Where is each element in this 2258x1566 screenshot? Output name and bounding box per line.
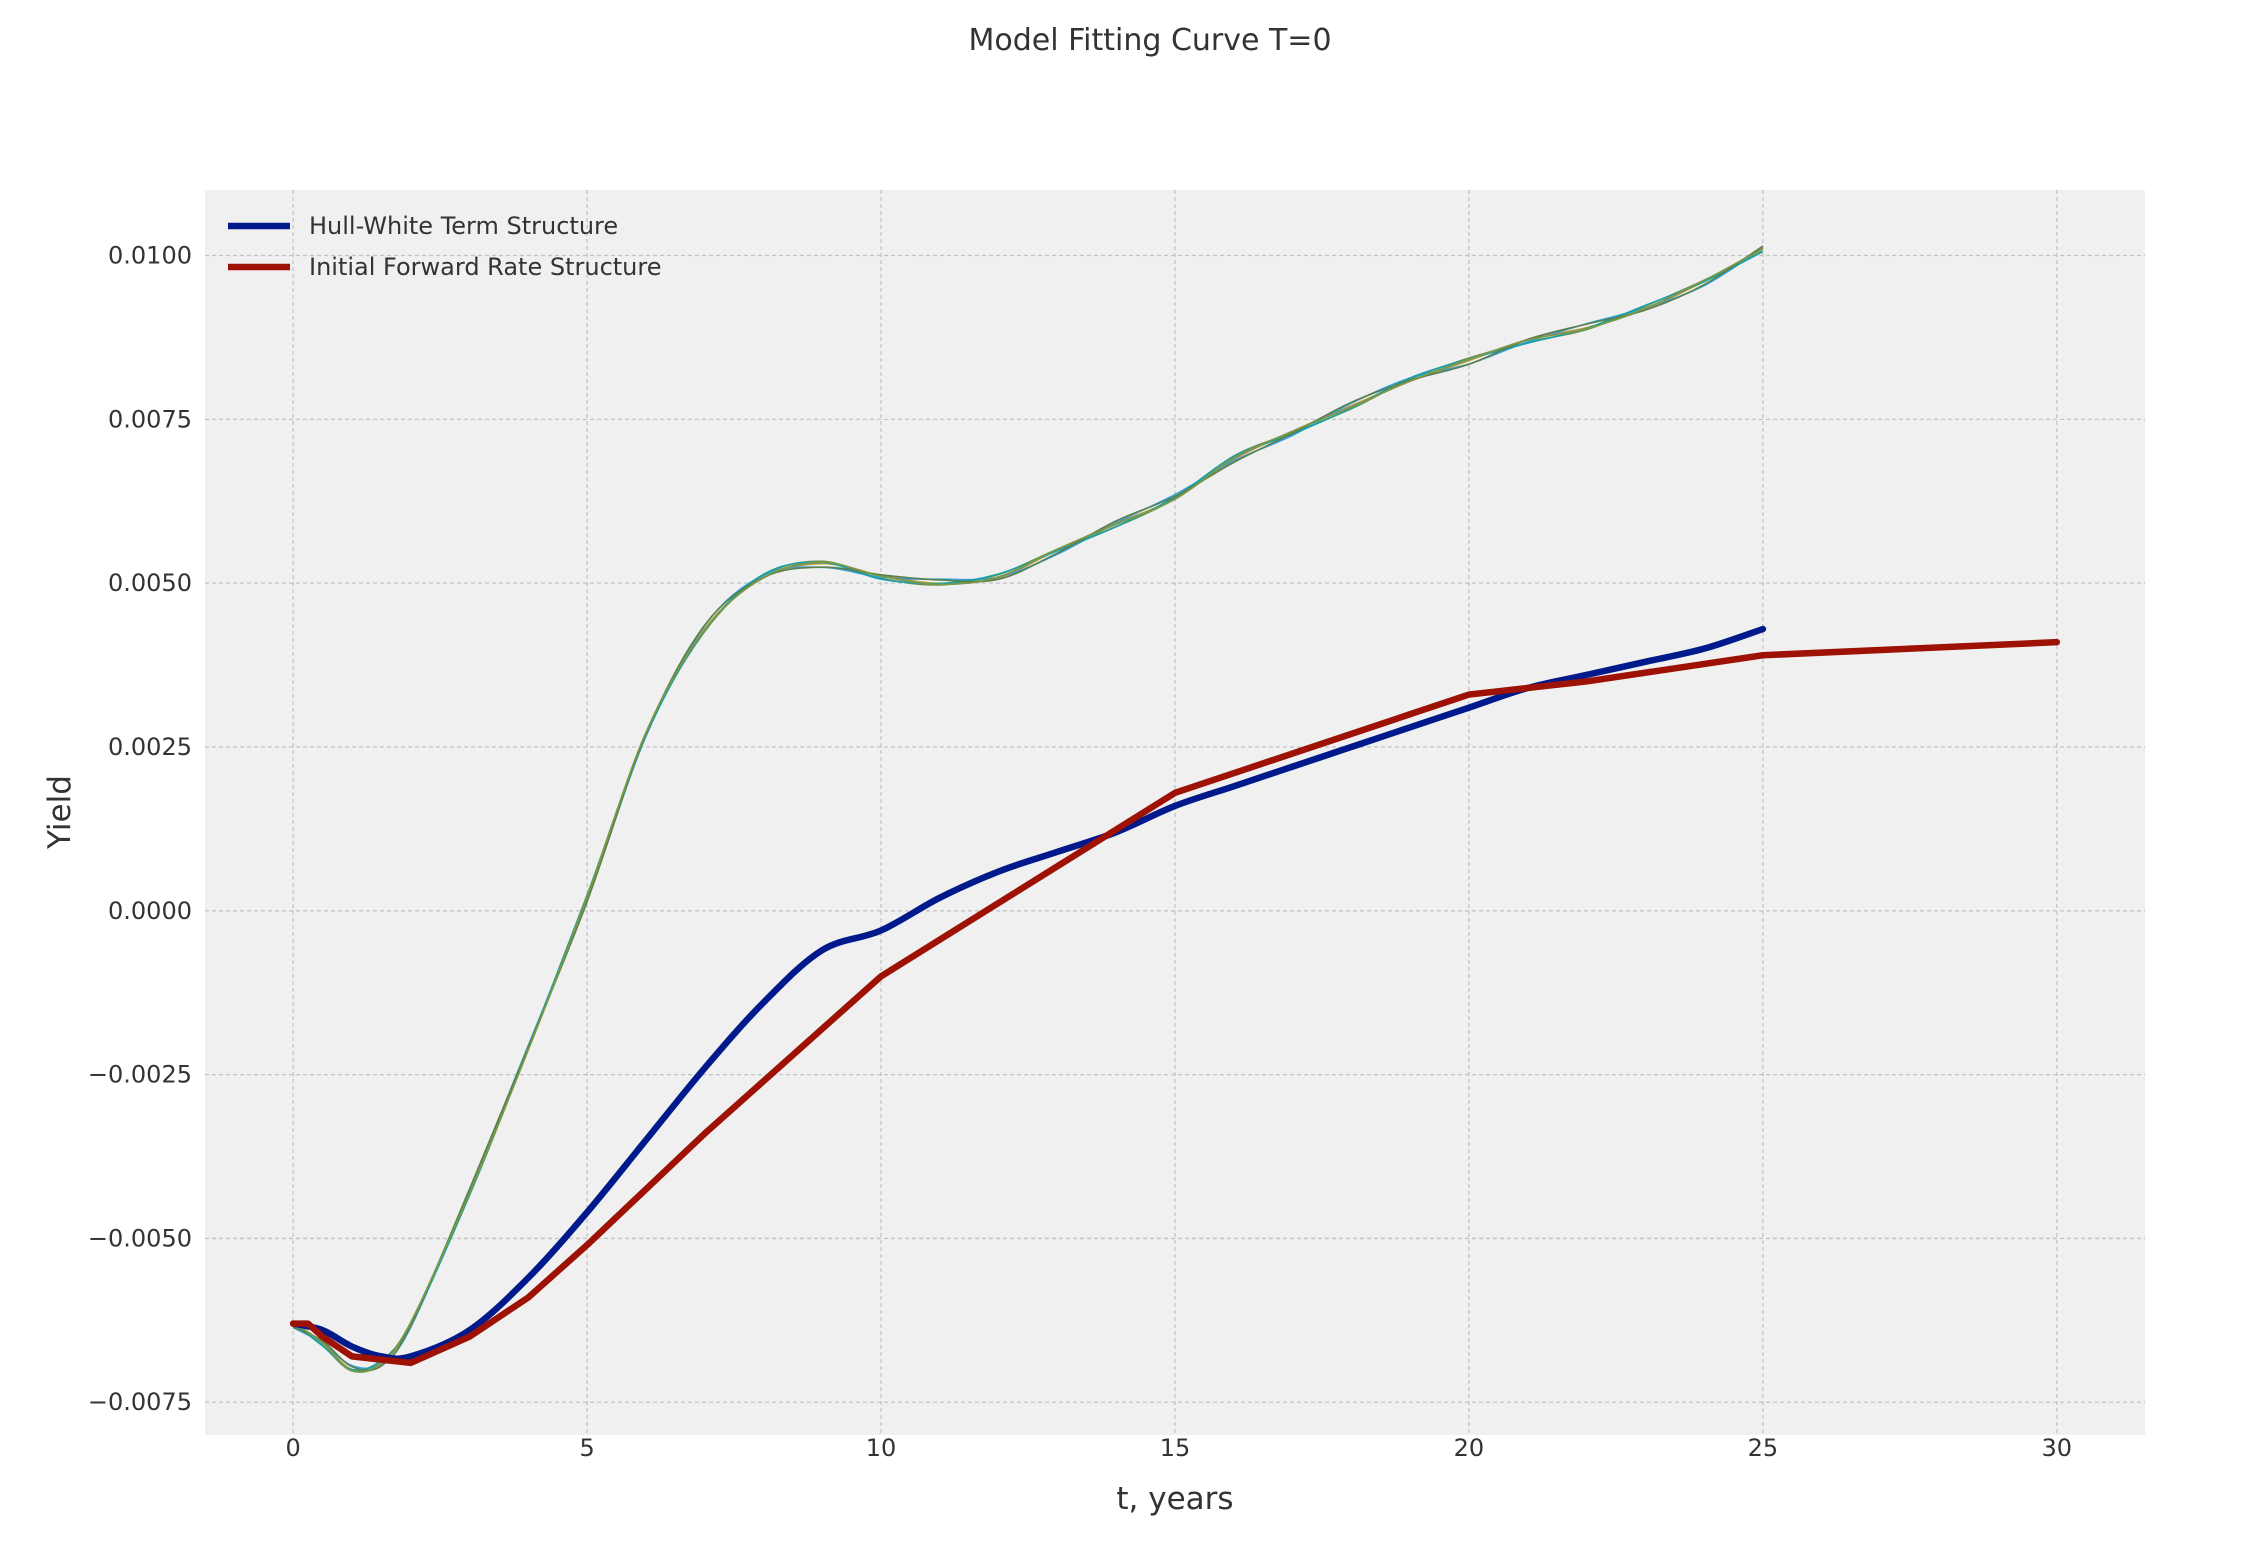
x-axis-label: t, years [1116, 1481, 1233, 1517]
x-tick-label: 5 [579, 1434, 594, 1462]
y-tick-label: 0.0000 [108, 897, 192, 925]
y-tick-label: −0.0025 [88, 1061, 192, 1089]
x-tick-label: 10 [866, 1434, 897, 1462]
legend-label: Hull-White Term Structure [309, 212, 618, 240]
series-line [289, 625, 1767, 1362]
grid [205, 190, 2145, 1435]
x-tick-label: 30 [2042, 1434, 2073, 1462]
x-tick-labels: 0 5 10 15 20 25 30 [286, 1434, 2073, 1462]
simulated-paths [292, 245, 1764, 1373]
y-tick-labels: −0.0075 −0.0050 −0.0025 0.0000 0.0025 0.0050 0… [88, 242, 192, 1417]
y-axis-label: Yield [42, 775, 78, 850]
legend-label: Initial Forward Rate Structure [309, 253, 662, 281]
simulated-path-line [292, 245, 1764, 1372]
series-lines [289, 625, 2061, 1367]
x-tick-label: 20 [1454, 1434, 1485, 1462]
y-tick-label: −0.0075 [88, 1388, 192, 1416]
x-tick-label: 15 [1160, 1434, 1191, 1462]
x-tick-label: 25 [1748, 1434, 1779, 1462]
y-tick-label: 0.0075 [108, 405, 192, 433]
y-tick-label: 0.0100 [108, 242, 192, 270]
series-line [289, 638, 2061, 1367]
legend: Hull-White Term Structure Initial Forward… [228, 212, 662, 281]
x-tick-label: 0 [286, 1434, 301, 1462]
y-tick-label: −0.0050 [88, 1224, 192, 1252]
y-tick-label: 0.0050 [108, 569, 192, 597]
simulated-path-line [292, 248, 1764, 1373]
y-tick-label: 0.0025 [108, 733, 192, 761]
chart-title: Model Fitting Curve T=0 [968, 23, 1331, 58]
